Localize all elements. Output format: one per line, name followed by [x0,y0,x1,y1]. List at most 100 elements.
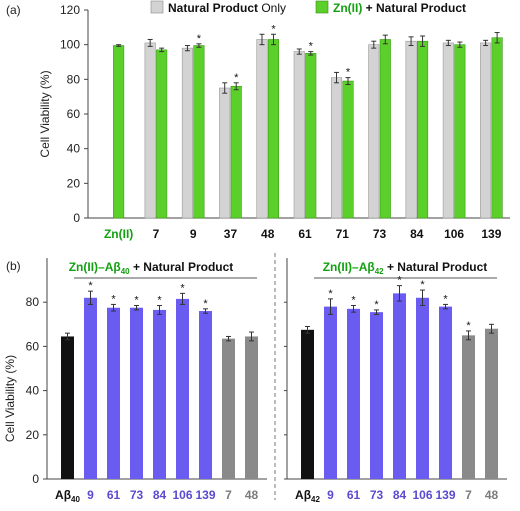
bar-natural-only-71 [330,77,343,219]
group-abeta42-bar-106-label-main: 106 [412,488,432,502]
legend-label-zn: Zn(II) [333,1,362,15]
group-abeta40-bar-106-significance: * [180,282,185,294]
panel-a-x-tick-label: 84 [410,227,424,241]
panel-b-y-axis-label: Cell Viability (%) [3,355,17,442]
group-abeta40-bar-84-label-main: 84 [153,488,167,502]
group-abeta40-bar-84-label: 84 [153,488,167,502]
group-abeta42-title: Zn(II)–Aβ42 + Natural Product [323,260,488,276]
group-abeta42-title-rest: + Natural Product [384,260,488,274]
bar-zn-natural-61 [305,53,317,219]
legend-swatch-natural-product-only [150,0,164,14]
bar-natural-only-73 [368,44,380,219]
panel-b-y-tick-label: 40 [26,384,40,398]
group-abeta40-bar-48-label: 48 [245,488,259,502]
group-abeta42-bar-139-label: 139 [435,488,455,502]
group-abeta40-bar-106 [176,298,189,479]
group-abeta42-bar-139-significance: * [443,293,448,305]
group-abeta42-bar-48-label-main: 48 [485,488,499,502]
group-abeta40-bar-61-label: 61 [107,488,121,502]
group-abeta42-bar-84-significance: * [397,275,402,287]
panel-b-y-tick-label: 20 [26,428,40,442]
bar-natural-only-139 [480,42,492,219]
group-abeta42-bar-73-label-main: 73 [370,488,384,502]
panel-a-x-tick-label: 48 [261,227,275,241]
group-abeta42-bar-7-significance: * [466,320,471,332]
panel-a-y-tick-label: 0 [73,211,80,225]
group-abeta40-title-rest: + Natural Product [130,260,234,274]
group-abeta40-title-zn: Zn(II) [69,260,98,274]
panel-a-y-tick-label: 100 [60,38,80,52]
group-abeta40-bar-139-significance: * [203,298,208,310]
bar-zn-natural-71 [342,80,354,219]
group-abeta42-bar-73 [370,312,383,479]
group-abeta40-bar-abeta40-label-subscript: 40 [71,495,80,504]
panel-a-y-tick-label: 80 [67,72,81,86]
group-abeta42-bar-9-significance: * [328,288,333,300]
panel-a-x-tick-label: 73 [373,227,387,241]
bar-zn-natural-37 [230,85,242,219]
bar-zn-natural-37-significance: * [234,72,239,84]
group-abeta40-bar-9-label: 9 [87,488,94,502]
panel-a-x-tick-label: 9 [190,227,197,241]
group-abeta42-bar-7-label: 7 [465,488,472,502]
panel-a-x-tick-label: 37 [224,227,238,241]
bar-zn-natural-9-significance: * [197,33,202,45]
group-abeta40-bar-abeta40-label-main: Aβ [55,488,71,502]
group-abeta40-title: Zn(II)–Aβ40 + Natural Product [69,260,234,276]
legend-label-rest: Only [258,1,286,15]
group-abeta40-bar-9-significance: * [88,280,93,292]
group-abeta42-bar-abeta42 [301,329,314,479]
panel-b-y-tick-label: 60 [26,339,40,353]
group-abeta40-bar-61 [107,307,120,479]
panel-a-y-axis-label: Cell Viability (%) [38,70,52,157]
group-abeta42-bar-139-label-main: 139 [435,488,455,502]
panel-a-label: (a) [6,3,21,17]
panel-a-x-tick-label: 139 [481,227,501,241]
group-abeta40-bar-48-label-main: 48 [245,488,259,502]
group-abeta40-bar-61-significance: * [111,293,116,305]
bar-zn-natural-84 [417,40,429,219]
group-abeta42-bar-abeta42-label-main: Aβ [295,488,311,502]
group-abeta42-bar-73-label: 73 [370,488,384,502]
panel-b-label: (b) [6,259,21,273]
group-abeta40-bar-73 [130,307,143,479]
group-abeta42-bar-48 [485,328,498,479]
group-abeta40-bar-9-label-main: 9 [87,488,94,502]
group-abeta40-title-subscript: 40 [121,267,130,276]
group-abeta40-bar-84-significance: * [157,295,162,307]
group-abeta42-bar-7 [462,335,475,479]
legend-label-bold: Natural Product [168,1,258,15]
bar-zn-natural-106 [454,44,466,219]
panel-a-y-tick-label: 40 [67,142,81,156]
legend-label-rest: + Natural Product [362,1,466,15]
group-abeta42-bar-84-label: 84 [393,488,407,502]
bar-natural-only-84 [405,40,417,219]
group-abeta42-title-abeta: –Aβ [352,260,375,274]
group-abeta42-bar-106-significance: * [420,279,425,291]
group-abeta40-bar-7 [222,338,235,479]
bar-natural-only-61 [293,51,305,219]
group-abeta42-bar-61-label: 61 [347,488,361,502]
panel-a-x-tick-label: 7 [153,227,160,241]
panel-a-x-tick-label: 106 [444,227,464,241]
group-abeta40-bar-139 [199,311,212,479]
group-abeta40-bar-84 [153,309,166,479]
panel-a-x-tick-label: Zn(II) [104,227,133,241]
group-abeta42-bar-9-label-main: 9 [327,488,334,502]
group-abeta42-bar-abeta42-label-subscript: 42 [311,495,320,504]
group-abeta42-bar-abeta42-label: Aβ42 [295,488,320,504]
panel-a-y-tick-label: 120 [60,3,80,17]
bar-zn-natural-9 [193,45,205,219]
bar-zn-natural-139 [491,37,503,219]
legend-label-natural-product-only: Natural Product Only [168,1,286,15]
group-abeta42-bar-73-significance: * [374,299,379,311]
group-abeta40-bar-73-significance: * [134,295,139,307]
bar-zn-natural-71-significance: * [346,67,351,79]
group-abeta40-bar-139-label: 139 [195,488,215,502]
group-abeta42-bar-61-significance: * [351,295,356,307]
bar-zn-natural-73 [379,39,391,219]
group-abeta42-bar-139 [439,306,452,479]
panel-a-x-tick-label: 61 [298,227,312,241]
group-abeta42-bar-61-label-main: 61 [347,488,361,502]
